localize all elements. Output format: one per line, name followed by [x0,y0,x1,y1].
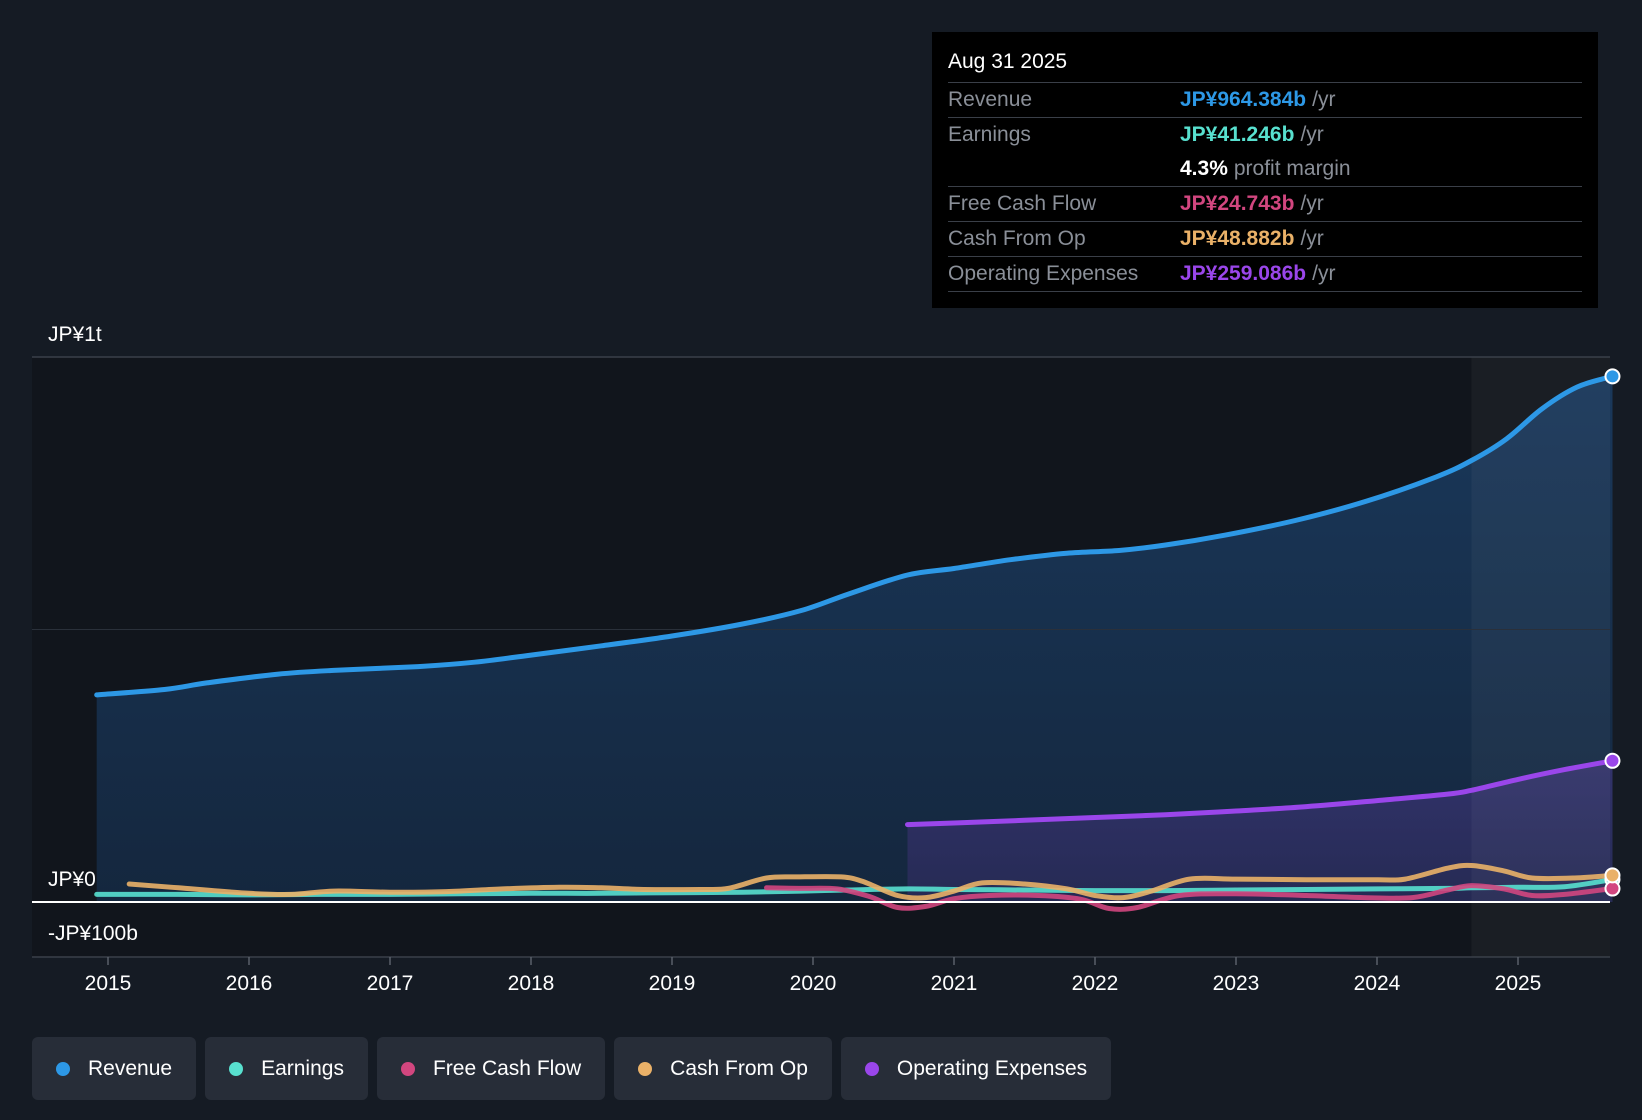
revenue-end-marker[interactable] [1604,368,1621,385]
tooltip-value: JP¥24.743b [1180,192,1295,215]
tooltip-row-margin: 4.3% profit margin [948,152,1582,186]
legend-item-earnings[interactable]: Earnings [205,1037,368,1100]
tooltip-row-earnings: Earnings JP¥41.246b /yr [948,117,1582,152]
tooltip-label: Operating Expenses [948,262,1139,285]
y-tick-label: JP¥0 [48,868,96,891]
tooltip-unit: /yr [1300,227,1324,250]
legend-label: Cash From Op [670,1056,808,1080]
x-tick-label: 2019 [649,972,696,995]
tooltip-unit: profit margin [1233,157,1351,180]
tooltip-row-fcf: Free Cash Flow JP¥24.743b /yr [948,186,1582,221]
tooltip-panel: Aug 31 2025 Revenue JP¥964.384b /yr Earn… [932,32,1598,308]
x-tick-label: 2023 [1213,972,1260,995]
tooltip-label: Free Cash Flow [948,192,1097,215]
legend-label: Operating Expenses [896,1056,1088,1080]
tooltip-label [948,152,1180,186]
x-tick-label: 2020 [790,972,837,995]
legend-dot-icon [229,1061,244,1076]
tooltip-unit: /yr [1300,192,1324,215]
x-tick-label: 2016 [226,972,273,995]
legend: Revenue Earnings Free Cash Flow Cash Fro… [32,1037,1112,1100]
x-tick-label: 2025 [1495,972,1542,995]
cash-from-op-end-marker[interactable] [1604,867,1621,884]
tooltip-row-cfo: Cash From Op JP¥48.882b /yr [948,221,1582,256]
tooltip-value: JP¥964.384b [1180,88,1307,111]
legend-label: Free Cash Flow [432,1056,582,1080]
tooltip-label: Revenue [948,88,1033,111]
tooltip-label: Cash From Op [948,227,1086,250]
legend-item-cash-from-op[interactable]: Cash From Op [614,1037,832,1100]
y-tick-label: JP¥1t [48,323,102,346]
free-cash-flow-end-marker[interactable] [1604,880,1621,897]
legend-item-operating-expenses[interactable]: Operating Expenses [840,1037,1112,1100]
x-tick-label: 2015 [85,972,132,995]
legend-label: Earnings [261,1056,344,1080]
x-tick-label: 2024 [1354,972,1401,995]
x-tick-label: 2022 [1072,972,1119,995]
legend-dot-icon [638,1061,653,1076]
legend-dot-icon [56,1061,70,1076]
tooltip-value: JP¥41.246b [1180,123,1295,146]
x-tick-label: 2017 [367,972,414,995]
tooltip-unit: /yr [1300,123,1324,146]
tooltip-date: Aug 31 2025 [948,50,1068,73]
legend-label: Revenue [88,1056,173,1080]
tooltip-value: JP¥48.882b [1180,227,1295,250]
x-tick-label: 2021 [931,972,978,995]
tooltip-divider [948,291,1582,292]
operating-expenses-end-marker[interactable] [1604,752,1621,769]
free-cash-flow-line [764,883,1615,912]
tooltip-value: 4.3% [1180,157,1228,180]
forecast-shade [1471,357,1610,957]
operating-expenses-line [905,758,1615,828]
revenue-area [96,376,1613,902]
cash-from-op-line [126,862,1615,901]
tooltip-row-revenue: Revenue JP¥964.384b /yr [948,82,1582,117]
legend-item-free-cash-flow[interactable]: Free Cash Flow [376,1037,606,1100]
legend-item-revenue[interactable]: Revenue [32,1037,197,1100]
x-tick-label: 2018 [508,972,555,995]
revenue-line [94,373,1615,698]
legend-dot-icon [400,1061,415,1076]
tooltip-row-opex: Operating Expenses JP¥259.086b /yr [948,256,1582,291]
tooltip-unit: /yr [1312,88,1336,111]
tooltip-unit: /yr [1312,262,1336,285]
tooltip-value: JP¥259.086b [1180,262,1307,285]
tooltip-label: Earnings [948,123,1031,146]
y-tick-label: -JP¥100b [48,922,138,945]
legend-dot-icon [864,1061,879,1076]
